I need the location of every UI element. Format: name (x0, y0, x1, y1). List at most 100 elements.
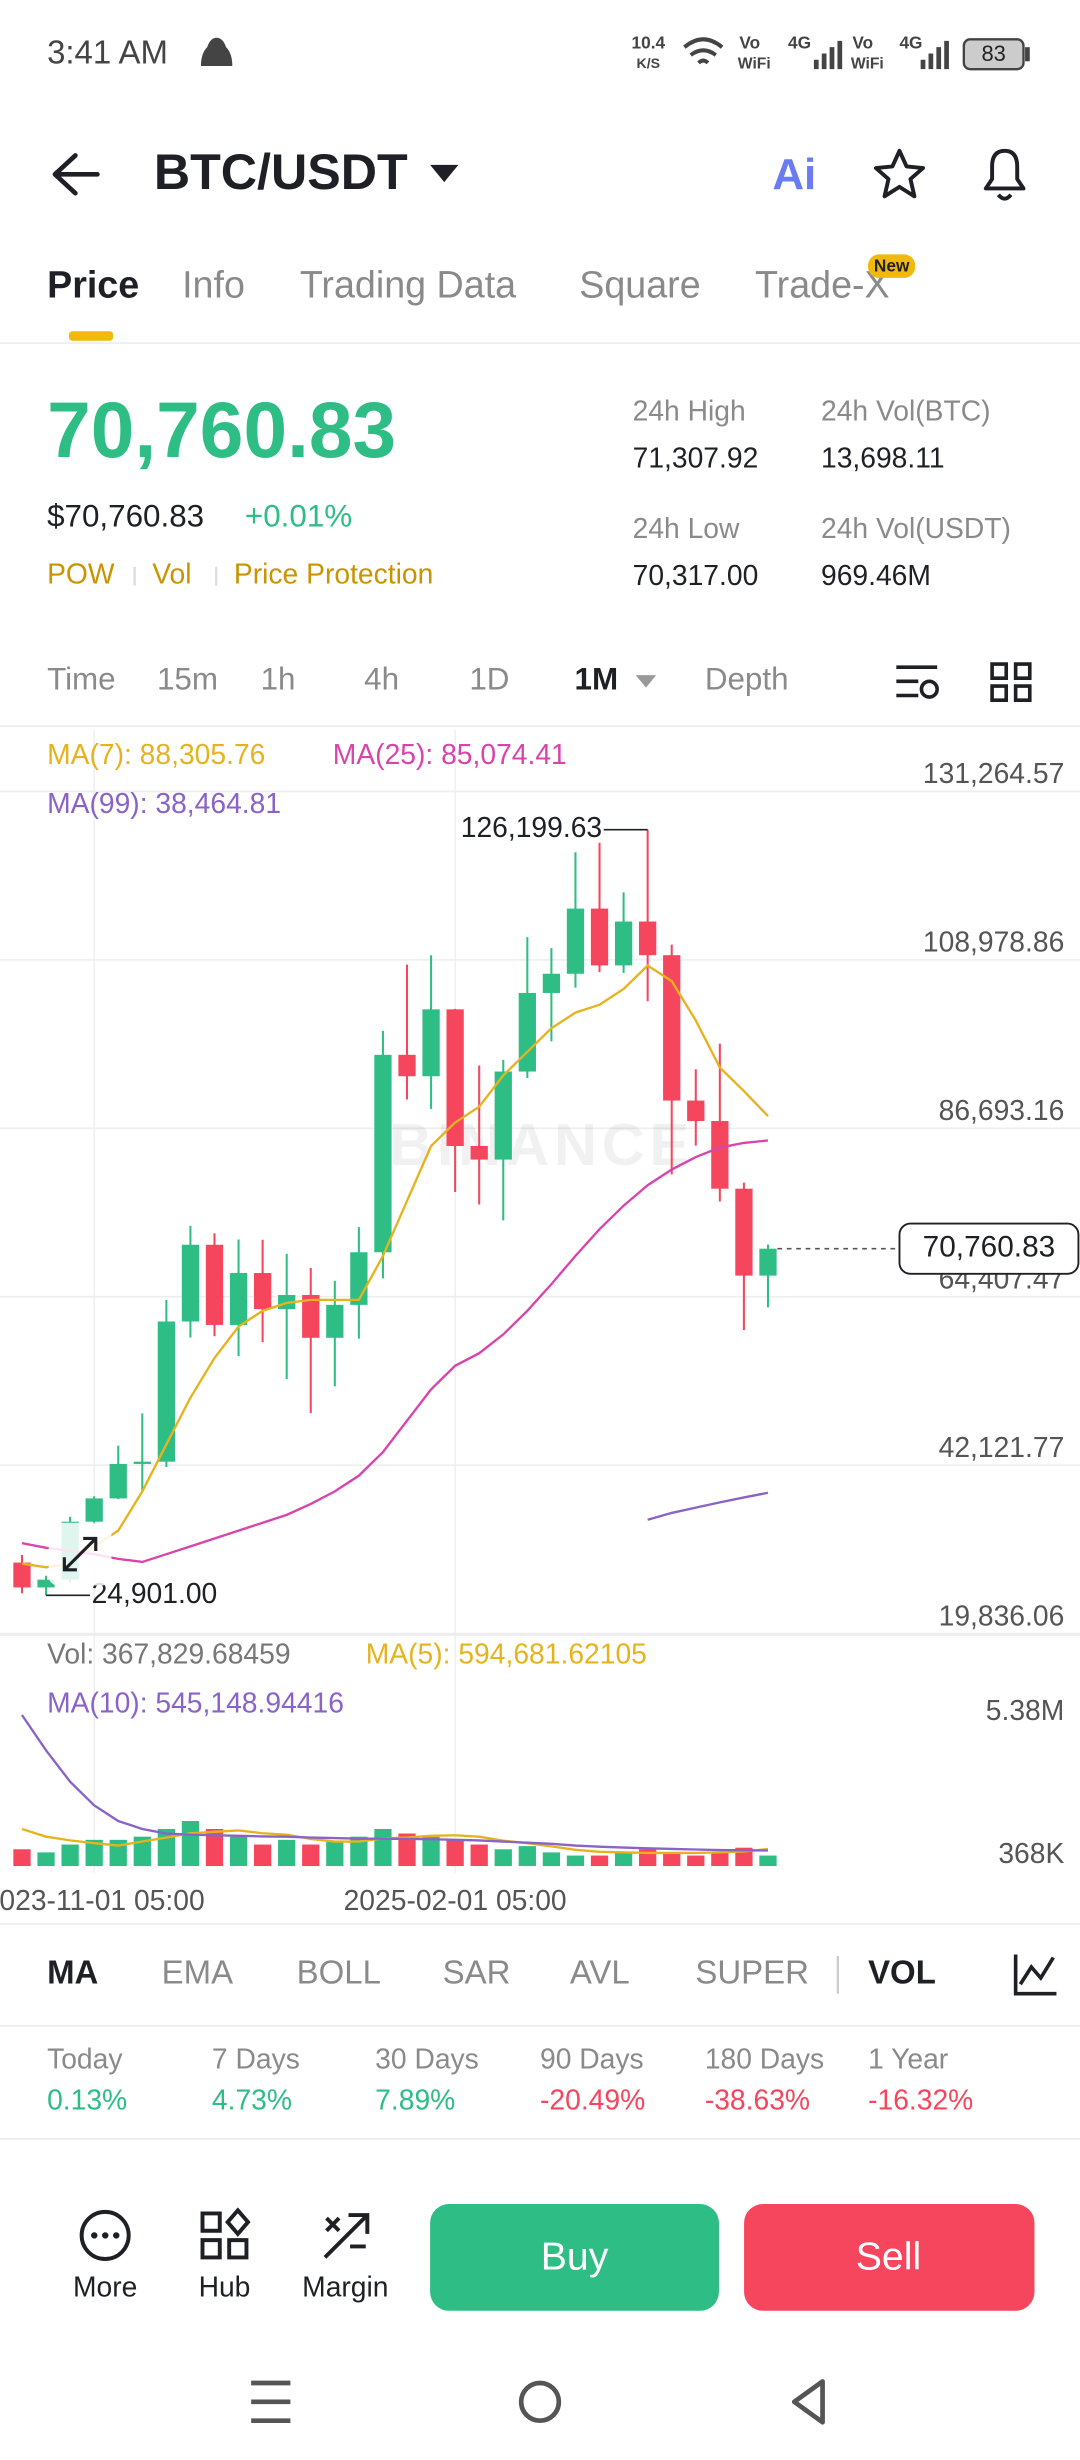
ma-line (21, 1139, 769, 1564)
candle-body (350, 1252, 368, 1305)
volume-bar (326, 1841, 344, 1867)
stat-label: 24h Low (633, 512, 740, 544)
volume-bar (302, 1844, 320, 1867)
alert-button[interactable] (983, 148, 1026, 201)
volume-bar (542, 1852, 561, 1867)
volume-bar (494, 1849, 512, 1867)
candle-body (639, 921, 657, 956)
pair-title[interactable]: BTC/USDT (154, 144, 408, 200)
price-tag[interactable]: POW (47, 558, 115, 590)
indicator[interactable]: AVL (570, 1954, 630, 1991)
stat-value: 969.46M (821, 559, 931, 591)
indicator-settings[interactable] (1013, 1954, 1057, 1996)
action-label[interactable]: More (73, 2270, 137, 2302)
hub-icon[interactable] (200, 2211, 249, 2260)
candle-body (759, 1248, 777, 1276)
margin-icon[interactable] (323, 2213, 370, 2259)
indicator[interactable]: SAR (443, 1954, 511, 1991)
indicator-bar: MA EMA BOLL SAR AVL SUPER VOL (47, 1954, 936, 1991)
action-label[interactable]: Hub (199, 2270, 251, 2302)
layout-icon[interactable] (990, 662, 1032, 703)
more-icon[interactable] (79, 2209, 131, 2261)
buy-button[interactable] (430, 2204, 719, 2311)
x-tick-label: 2023-11-01 05:00 (0, 1884, 205, 1916)
last-price: 70,760.83 (47, 386, 396, 474)
tab[interactable]: Info (182, 263, 245, 305)
net-2: 4G (899, 33, 922, 53)
expand-icon[interactable] (62, 1536, 98, 1572)
nav-home[interactable] (518, 2380, 562, 2424)
settings-icon-dot (919, 679, 939, 699)
nav-menu[interactable] (251, 2380, 291, 2424)
divider (0, 342, 1080, 344)
stat-value: 71,307.92 (633, 441, 759, 473)
candle-body (446, 1009, 464, 1146)
tab[interactable]: Price (47, 263, 139, 305)
interval[interactable]: Depth (705, 662, 789, 697)
stats: 24h High 71,307.92 24h Vol(BTC) 13,698.11 24… (633, 394, 1011, 591)
interval[interactable]: 4h (364, 662, 399, 697)
tab-bar: Price Info Trading Data Square Trade-X (47, 263, 890, 305)
pair-dropdown[interactable] (430, 164, 459, 183)
candle-body (253, 1273, 272, 1310)
buy-label[interactable]: Buy (541, 2234, 609, 2278)
tab[interactable]: Trading Data (300, 263, 516, 305)
ai-button[interactable]: Ai (772, 150, 816, 199)
vo-2: Vo (852, 33, 873, 53)
divider (0, 2025, 1080, 2027)
battery-level: 83 (981, 41, 1005, 66)
perf-value: -20.49% (540, 2083, 645, 2115)
price-plot (13, 829, 777, 1596)
favorite-button[interactable] (873, 148, 925, 199)
wifi-1: WiFi (738, 56, 771, 73)
perf-label: 7 Days (212, 2043, 300, 2075)
indicator[interactable]: SUPER (695, 1954, 809, 1991)
candle-body (566, 908, 585, 974)
tab[interactable]: Square (579, 263, 700, 305)
indicator[interactable]: MA (47, 1954, 98, 1991)
back-button[interactable] (52, 153, 100, 196)
net-unit: K/S (637, 55, 661, 71)
extreme-label: 126,199.63 (461, 811, 602, 843)
indicator[interactable]: EMA (162, 1954, 233, 1991)
ma-line (647, 1491, 769, 1521)
interval[interactable]: 1M (575, 662, 619, 697)
volume-bar (85, 1839, 103, 1867)
perf-value: -38.63% (705, 2083, 810, 2115)
interval[interactable]: 1h (261, 662, 296, 697)
interval[interactable]: 15m (157, 662, 218, 697)
perf-label: 90 Days (540, 2043, 644, 2075)
wifi-2: WiFi (851, 56, 884, 73)
candle-body (494, 1071, 512, 1160)
interval-dropdown[interactable] (635, 675, 657, 688)
volume-bar (518, 1846, 536, 1867)
tab[interactable]: Trade-X (755, 263, 890, 305)
candle-body (181, 1244, 200, 1322)
volume-bar (133, 1836, 151, 1867)
signal-2 (920, 40, 949, 70)
stat-value: 70,317.00 (633, 559, 759, 591)
legend-entry: MA(25): 85,074.41 (333, 738, 567, 770)
net-1: 4G (788, 33, 811, 53)
indicator[interactable]: VOL (868, 1954, 936, 1991)
volume-bar (566, 1855, 585, 1867)
volume-bar (278, 1839, 296, 1867)
interval[interactable]: Time (47, 662, 116, 697)
settings-icon[interactable] (896, 665, 938, 698)
volume-bar (687, 1855, 705, 1867)
price-tag[interactable]: Price Protection (234, 558, 433, 590)
indicator[interactable]: BOLL (297, 1954, 381, 1991)
perf-value: 4.73% (212, 2083, 292, 2115)
sell-button[interactable] (744, 2204, 1035, 2311)
sell-label[interactable]: Sell (856, 2234, 921, 2278)
interval[interactable]: 1D (469, 662, 509, 697)
battery (962, 38, 1025, 71)
candle-body (470, 1145, 488, 1160)
extreme-label: 24,901.00 (92, 1577, 218, 1609)
action-label[interactable]: Margin (302, 2270, 388, 2302)
nav-back[interactable] (791, 2379, 825, 2425)
price-tag[interactable]: Vol (152, 558, 191, 590)
volume-tick-label: 5.38M (986, 1694, 1065, 1726)
y-tick-label: 86,693.16 (939, 1094, 1065, 1126)
